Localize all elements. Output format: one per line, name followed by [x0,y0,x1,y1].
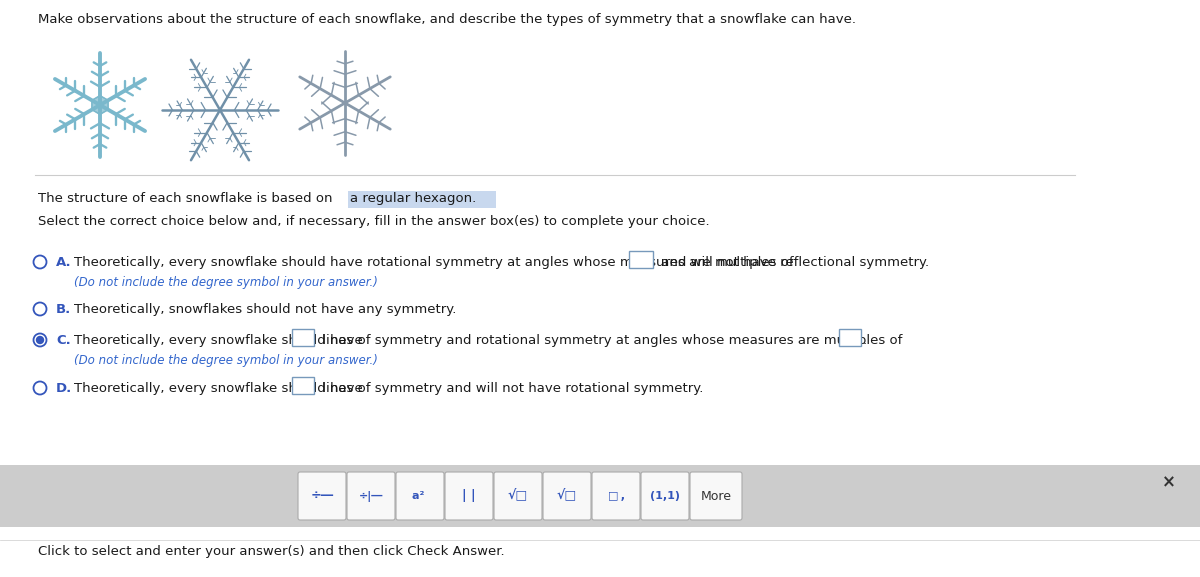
FancyBboxPatch shape [592,472,640,520]
Text: Make observations about the structure of each snowflake, and describe the types : Make observations about the structure of… [38,13,856,26]
Text: a²: a² [412,491,428,501]
Text: √□: √□ [508,489,528,503]
FancyBboxPatch shape [494,472,542,520]
FancyBboxPatch shape [348,191,496,208]
Text: √□: √□ [557,489,577,503]
Text: C.: C. [56,334,71,347]
Text: (Do not include the degree symbol in your answer.): (Do not include the degree symbol in you… [74,276,378,289]
Text: Theoretically, every snowflake should have: Theoretically, every snowflake should ha… [74,334,367,347]
Text: (Do not include the degree symbol in your answer.): (Do not include the degree symbol in you… [74,354,378,367]
FancyBboxPatch shape [298,472,346,520]
FancyBboxPatch shape [347,472,395,520]
Text: (1,1): (1,1) [650,491,680,501]
Text: | |: | | [462,489,476,503]
Text: ÷|―: ÷|― [359,490,383,501]
Text: Theoretically, every snowflake should have: Theoretically, every snowflake should ha… [74,382,367,395]
Text: The structure of each snowflake is based on: The structure of each snowflake is based… [38,192,341,205]
FancyBboxPatch shape [839,329,862,346]
Text: Theoretically, snowflakes should not have any symmetry.: Theoretically, snowflakes should not hav… [74,303,456,316]
Text: Click to select and enter your answer(s) and then click Check Answer.: Click to select and enter your answer(s)… [38,545,505,558]
Text: A.: A. [56,256,72,269]
FancyBboxPatch shape [292,377,314,394]
FancyBboxPatch shape [542,472,592,520]
Text: lines of symmetry and rotational symmetry at angles whose measures are multiples: lines of symmetry and rotational symmetr… [318,334,902,347]
FancyBboxPatch shape [396,472,444,520]
FancyBboxPatch shape [292,329,314,346]
Text: a regular hexagon.: a regular hexagon. [350,192,476,205]
Text: Theoretically, every snowflake should have rotational symmetry at angles whose m: Theoretically, every snowflake should ha… [74,256,793,269]
Text: Select the correct choice below and, if necessary, fill in the answer box(es) to: Select the correct choice below and, if … [38,215,709,228]
FancyBboxPatch shape [629,251,653,268]
Text: D.: D. [56,382,72,395]
Text: .: . [863,334,868,347]
Text: □ ,: □ , [607,491,624,501]
FancyBboxPatch shape [0,465,1200,527]
Text: ÷―: ÷― [311,489,334,503]
FancyBboxPatch shape [445,472,493,520]
Text: More: More [701,489,732,503]
Text: and will not have reflectional symmetry.: and will not have reflectional symmetry. [658,256,929,269]
FancyBboxPatch shape [641,472,689,520]
Text: B.: B. [56,303,71,316]
FancyBboxPatch shape [690,472,742,520]
Circle shape [36,336,43,343]
Polygon shape [92,96,108,114]
Text: lines of symmetry and will not have rotational symmetry.: lines of symmetry and will not have rota… [318,382,703,395]
Text: ×: × [1162,473,1176,491]
